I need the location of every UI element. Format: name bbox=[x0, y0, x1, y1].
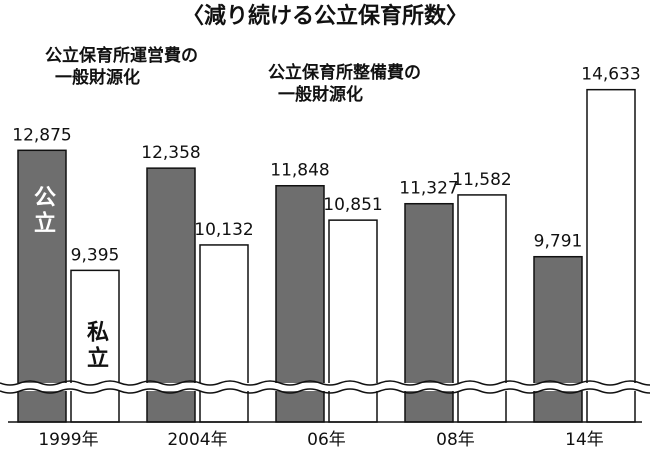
annotation: 公立保育所整備費の bbox=[268, 62, 421, 83]
legend-label: 公立 bbox=[30, 185, 56, 237]
value-label: 9,791 bbox=[534, 232, 583, 252]
value-label: 11,848 bbox=[270, 161, 329, 181]
x-tick-label: 2004年 bbox=[167, 430, 227, 450]
x-tick-label: 08年 bbox=[436, 430, 475, 450]
value-label: 12,875 bbox=[12, 125, 71, 145]
value-label: 11,327 bbox=[399, 179, 458, 199]
bar bbox=[199, 244, 249, 423]
x-tick-label: 06年 bbox=[307, 430, 346, 450]
break-band bbox=[0, 383, 650, 391]
x-tick-label: 1999年 bbox=[38, 430, 98, 450]
bar bbox=[533, 255, 583, 423]
value-label: 11,582 bbox=[452, 170, 511, 190]
annotation: 一般財源化 bbox=[55, 67, 140, 88]
legend-label: 私立 bbox=[83, 320, 109, 372]
bar bbox=[586, 88, 636, 423]
annotation: 公立保育所運営費の bbox=[45, 45, 198, 66]
chart-title: 〈減り続ける公立保育所数〉 bbox=[182, 3, 468, 29]
bar bbox=[146, 167, 196, 423]
annotation: 一般財源化 bbox=[278, 84, 363, 105]
x-tick-label: 14年 bbox=[565, 430, 604, 450]
break-line bbox=[0, 380, 650, 386]
break-line bbox=[0, 388, 650, 394]
value-label: 10,132 bbox=[194, 220, 253, 240]
value-label: 12,358 bbox=[141, 143, 200, 163]
bar bbox=[17, 149, 67, 423]
value-label: 9,395 bbox=[71, 245, 120, 265]
value-label: 14,633 bbox=[581, 65, 640, 85]
value-label: 10,851 bbox=[323, 195, 382, 215]
bar bbox=[70, 269, 120, 423]
